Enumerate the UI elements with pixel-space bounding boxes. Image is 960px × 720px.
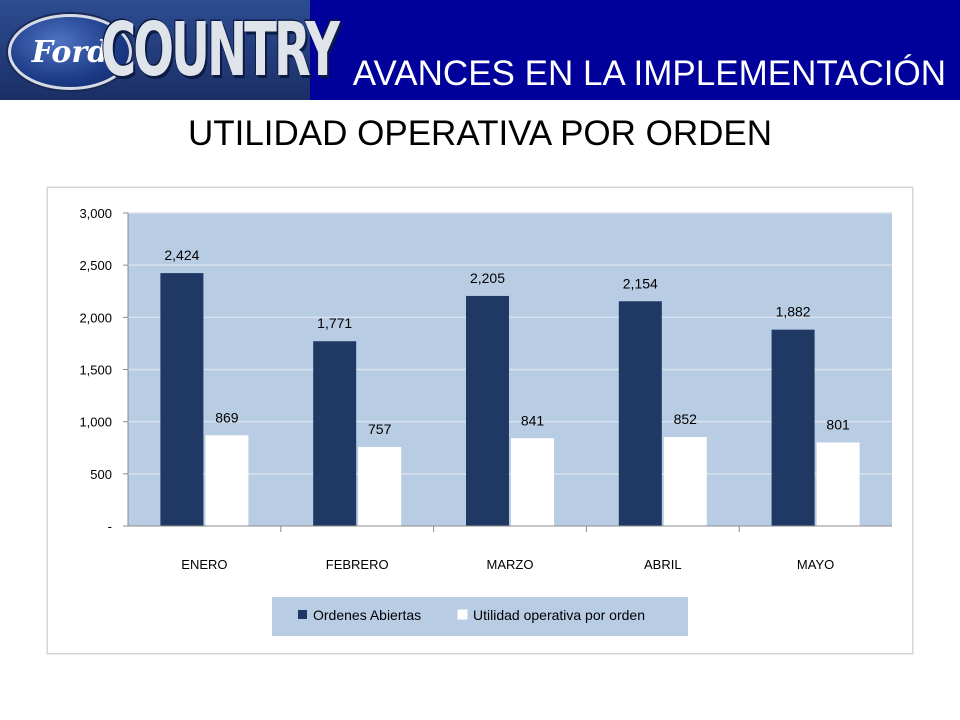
header-title: AVANCES EN LA IMPLEMENTACIÓN: [352, 54, 946, 93]
x-category-label: ABRIL: [644, 557, 682, 572]
ford-oval-logo: Ford: [8, 14, 132, 90]
data-label: 1,771: [317, 315, 352, 331]
data-label: 1,882: [776, 304, 811, 320]
ford-country-logo: Ford COUNTRY: [0, 0, 340, 100]
bar-utilidad-operativa-marzo: [511, 438, 554, 526]
legend-swatch: [298, 610, 307, 619]
legend-swatch: [457, 609, 468, 620]
data-label: 869: [215, 409, 239, 425]
chart-frame: 2,424 869 1,771 757 2,205 841 2,154 852 1,882 801…: [47, 187, 913, 654]
ford-logo-text: Ford: [31, 34, 109, 70]
bar-ordenes-abiertas-febrero: [313, 341, 357, 526]
country-logo-text: COUNTRY: [101, 6, 340, 94]
x-category-label: MARZO: [487, 557, 534, 572]
data-label: 841: [521, 412, 545, 428]
legend-label: Ordenes Abiertas: [313, 607, 421, 623]
y-tick-label: -: [108, 519, 112, 534]
y-tick-label: 1,000: [79, 415, 112, 430]
y-tick-label: 500: [90, 467, 112, 482]
bar-ordenes-abiertas-marzo: [466, 295, 509, 526]
bar-ordenes-abiertas-enero: [160, 273, 204, 526]
bar-utilidad-operativa-mayo: [816, 442, 860, 526]
data-label: 757: [368, 421, 392, 437]
y-tick-label: 2,000: [79, 310, 112, 325]
slide-title: UTILIDAD OPERATIVA POR ORDEN: [187, 114, 773, 153]
x-category-label: ENERO: [181, 557, 227, 572]
bar-utilidad-operativa-enero: [205, 435, 249, 526]
bar-ordenes-abiertas-mayo: [771, 329, 815, 526]
data-label: 852: [674, 411, 698, 427]
y-tick-label: 3,000: [79, 206, 112, 221]
data-label: 2,424: [164, 247, 199, 263]
y-tick-label: 1,500: [79, 363, 112, 378]
x-category-label: MAYO: [797, 557, 834, 572]
data-label: 2,205: [470, 270, 505, 286]
legend-label: Utilidad operativa por orden: [473, 607, 645, 623]
bar-chart: 2,424 869 1,771 757 2,205 841 2,154 852 1,882 801…: [79, 206, 892, 636]
bar-utilidad-operativa-febrero: [358, 447, 402, 526]
bar-ordenes-abiertas-abril: [618, 301, 662, 526]
data-label: 801: [826, 416, 850, 432]
data-label: 2,154: [623, 275, 658, 291]
x-category-label: FEBRERO: [326, 557, 389, 572]
bar-utilidad-operativa-abril: [663, 437, 707, 526]
y-tick-label: 2,500: [79, 258, 112, 273]
legend-box: [272, 597, 688, 636]
